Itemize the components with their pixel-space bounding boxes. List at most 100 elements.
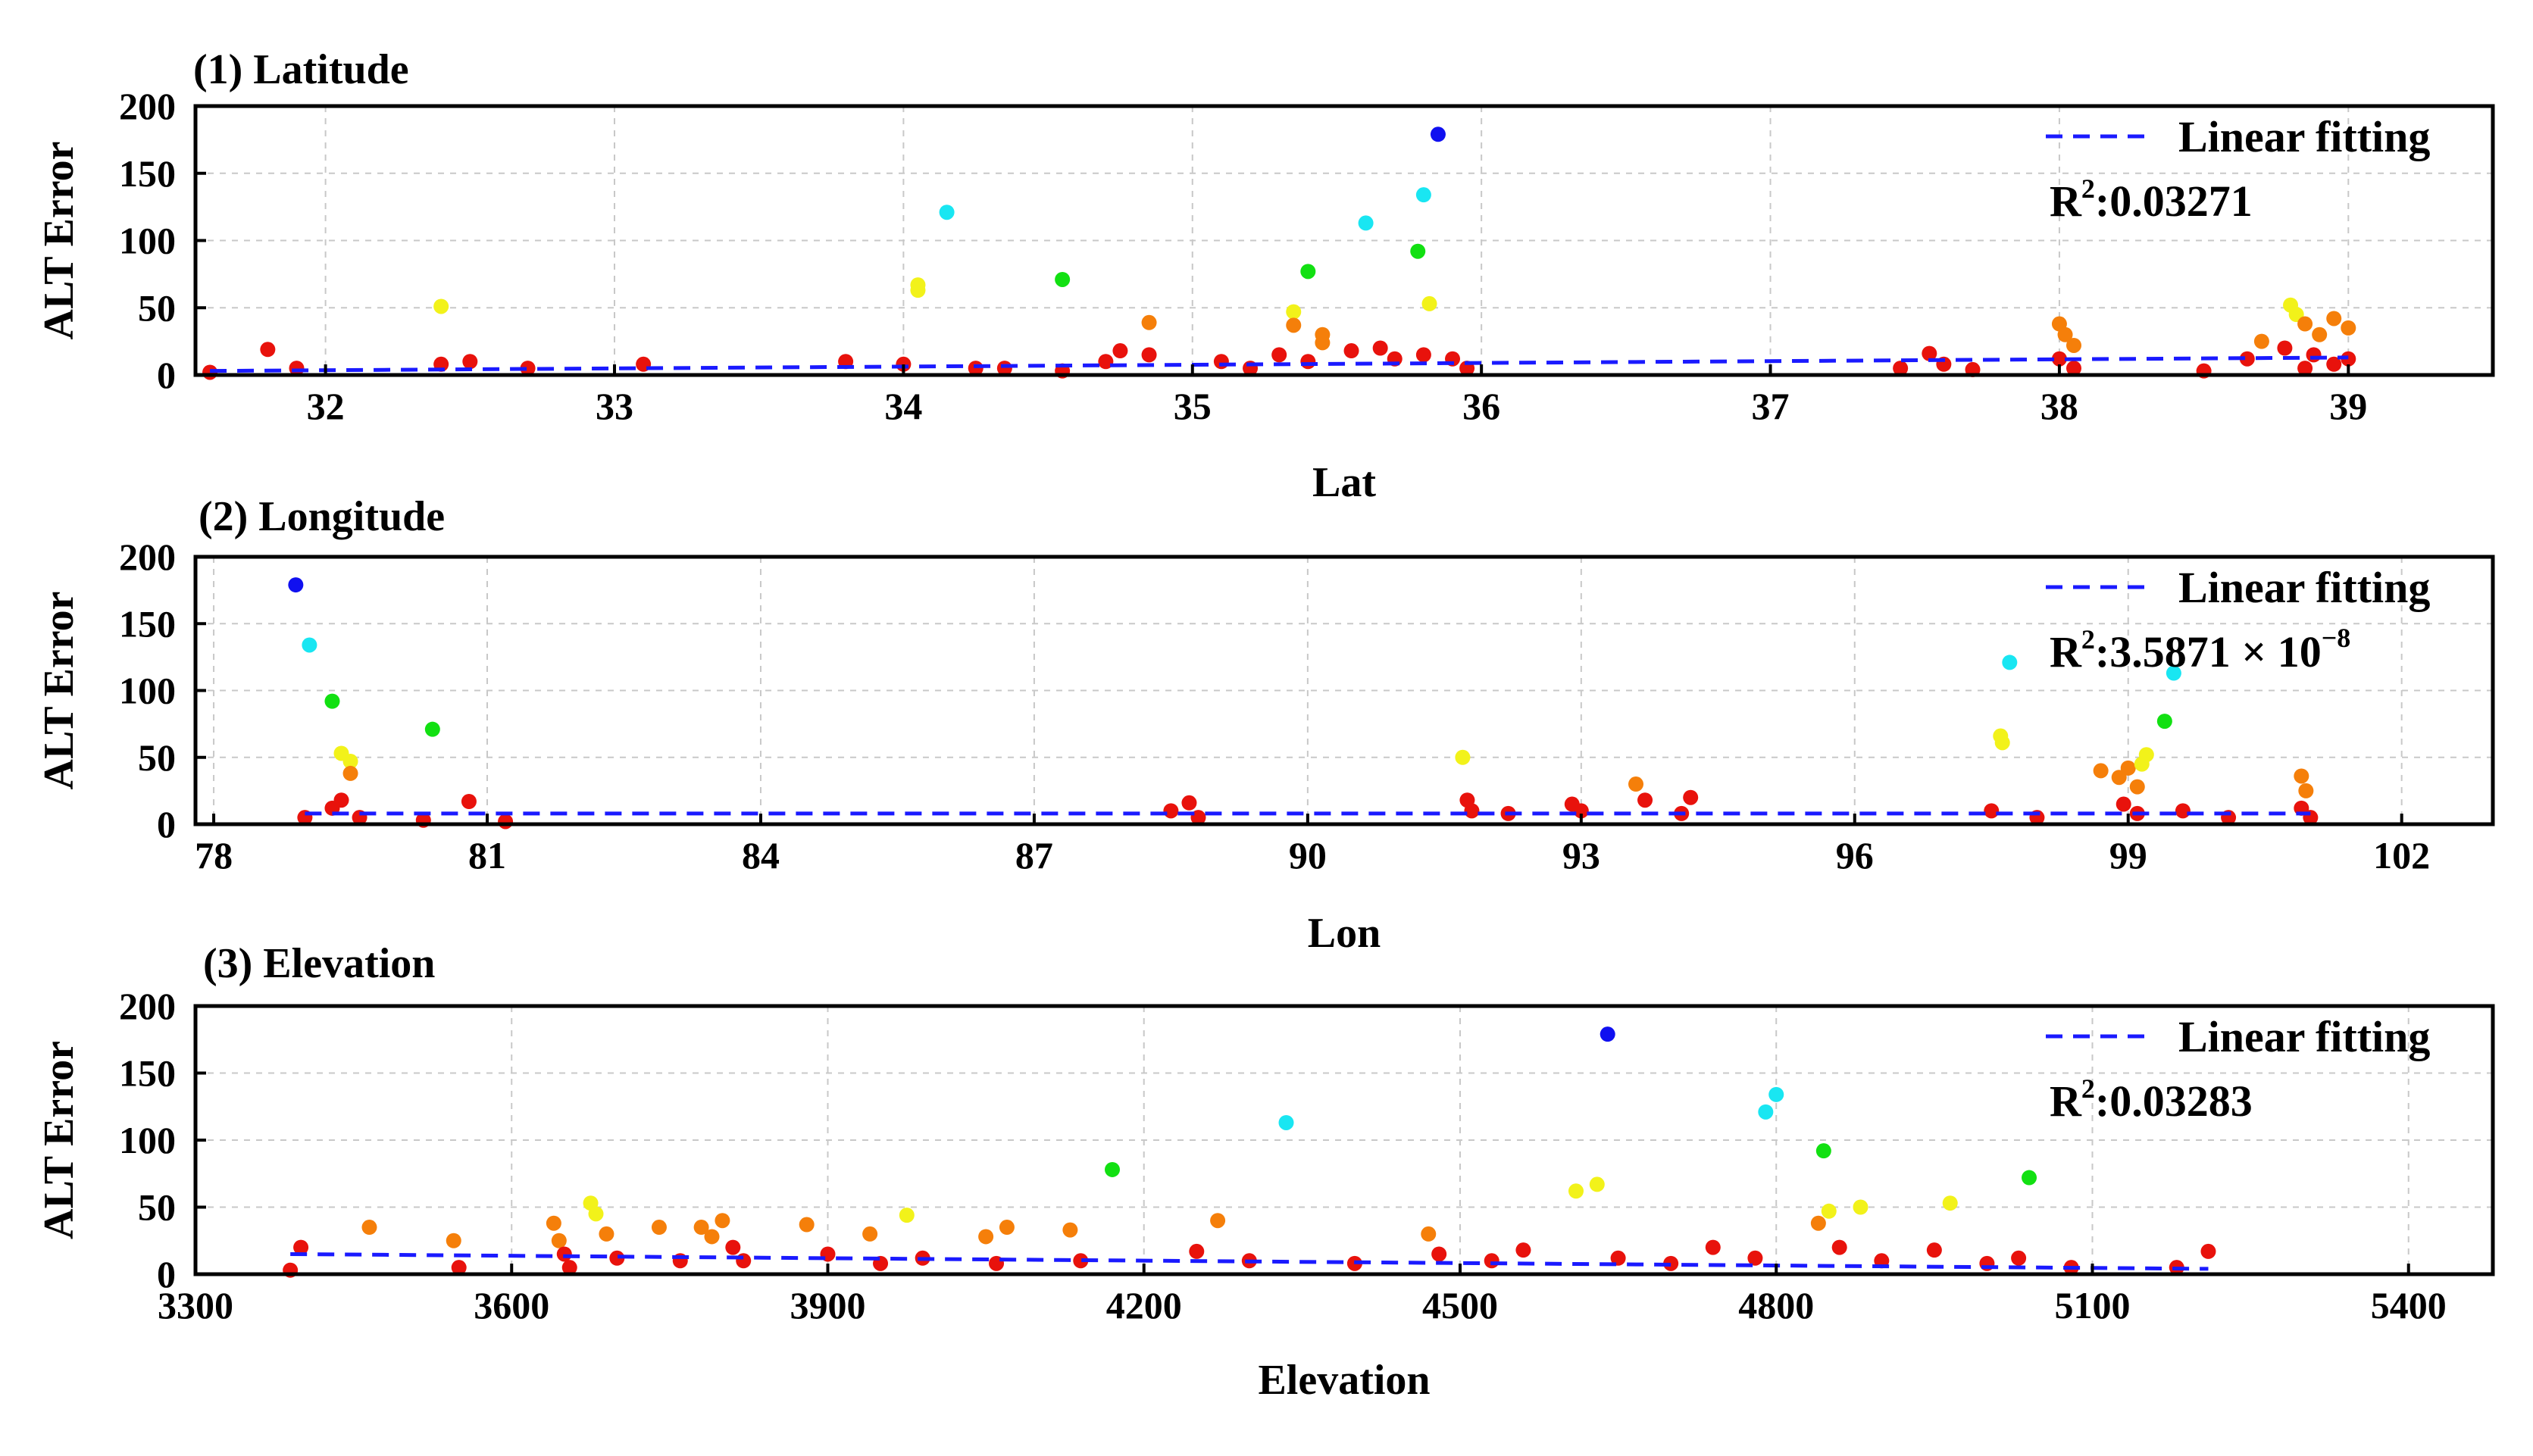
data-point (1315, 335, 1331, 351)
data-point (2306, 347, 2322, 363)
data-point (1098, 354, 1114, 370)
legend-label: Linear fitting (2178, 1012, 2430, 1061)
legend-label: Linear fitting (2178, 563, 2430, 612)
y-tick-label: 200 (119, 985, 176, 1027)
data-point (799, 1217, 815, 1233)
x-tick-label: 35 (1174, 385, 1212, 427)
x-tick-label: 38 (2040, 385, 2078, 427)
data-point (2111, 770, 2127, 786)
y-tick-label: 200 (119, 85, 176, 127)
data-point (2175, 803, 2191, 819)
data-point (1464, 803, 1480, 819)
data-point (939, 205, 955, 220)
x-tick-label: 4800 (1738, 1284, 1814, 1326)
r-squared-base: R (2050, 177, 2082, 226)
data-point (1573, 803, 1589, 819)
panel-elevation: (3) Elevation 3300 3600 3900 4200 4500 4800 510… (36, 940, 2495, 1404)
data-point (2002, 655, 2018, 670)
data-point (2065, 361, 2081, 376)
data-point (1181, 795, 1197, 811)
y-tick-label: 100 (119, 1119, 176, 1161)
x-tick-label: 81 (468, 834, 506, 876)
y-axis-label: ALT Error (36, 142, 83, 340)
data-point (2093, 763, 2109, 779)
data-point (1112, 343, 1128, 359)
y-tick-label: 0 (157, 1253, 176, 1295)
data-point (520, 361, 536, 376)
x-tick-label: 36 (1462, 385, 1500, 427)
data-point (293, 1239, 309, 1255)
data-point (433, 298, 449, 314)
data-point (1278, 1114, 1294, 1130)
r-squared-exponent: −8 (2322, 623, 2351, 653)
x-tick-label: 3300 (158, 1284, 233, 1326)
r-squared-value: :0.03283 (2095, 1076, 2253, 1126)
data-point (1055, 271, 1071, 287)
data-point (862, 1226, 878, 1242)
data-point (2298, 783, 2314, 798)
data-point (2326, 311, 2342, 327)
y-tick-label: 100 (119, 220, 176, 262)
data-point (1163, 803, 1179, 819)
data-point (2134, 756, 2150, 772)
data-point (2120, 760, 2136, 776)
data-point (1484, 1253, 1499, 1269)
x-tick-label: 5100 (2054, 1284, 2130, 1326)
x-tick-label: 34 (884, 385, 922, 427)
r-squared-superscript: 2 (2081, 1073, 2095, 1104)
linear-fit-line (210, 355, 2349, 373)
data-point (462, 354, 478, 370)
data-point (1922, 345, 1937, 361)
y-tick-label: 200 (119, 536, 176, 578)
data-point (899, 1208, 915, 1223)
data-point (2156, 714, 2172, 730)
data-point (1853, 1199, 1868, 1215)
x-tick-label: 3600 (474, 1284, 549, 1326)
y-axis-label: ALT Error (36, 1041, 83, 1239)
data-point (1663, 1255, 1679, 1271)
data-point (2051, 351, 2067, 367)
data-point (1286, 317, 1302, 333)
data-point (1810, 1215, 1826, 1231)
data-point (2116, 796, 2131, 812)
r-squared-superscript: 2 (2081, 173, 2095, 204)
data-point (2057, 327, 2073, 342)
data-point (2022, 1170, 2037, 1186)
r-squared-base: R (2050, 1076, 2082, 1126)
data-point (1683, 789, 1699, 805)
data-point (1210, 1213, 1226, 1229)
data-point (2253, 333, 2269, 349)
data-point (461, 793, 477, 809)
data-point (1189, 1243, 1205, 1259)
data-point (551, 1233, 567, 1248)
panel-title-longitude: (2) Longitude (199, 493, 445, 540)
data-point (1141, 347, 1157, 363)
x-tick-label: 96 (1836, 834, 1874, 876)
data-point (725, 1239, 741, 1255)
x-tick-label: 84 (742, 834, 780, 876)
x-tick-label: 37 (1752, 385, 1790, 427)
panel-latitude: (1) Latitude 32 33 34 35 36 37 38 39 0 50 100 150 200… (36, 46, 2495, 506)
r-squared-value: :3.5871 × 10 (2095, 627, 2322, 676)
data-point (2166, 665, 2181, 681)
data-point (1271, 347, 1287, 363)
data-point (1589, 1176, 1605, 1192)
data-point (1926, 1242, 1942, 1258)
data-point (1515, 1242, 1531, 1258)
data-point (1455, 749, 1471, 765)
data-point (910, 283, 926, 298)
data-point (1213, 354, 1229, 370)
data-point (2297, 316, 2313, 332)
panel-title-latitude: (1) Latitude (193, 46, 409, 93)
r-squared-annotation: R2:0.03271 (2050, 173, 2253, 226)
y-tick-label: 150 (119, 152, 176, 195)
x-tick-label: 87 (1015, 834, 1053, 876)
data-point (1705, 1239, 1721, 1255)
data-point (1994, 735, 2010, 751)
data-point (1430, 127, 1446, 142)
data-point (498, 814, 514, 830)
x-tick-label: 99 (2109, 834, 2147, 876)
data-point (1768, 1086, 1784, 1102)
x-tick-label: 3900 (790, 1284, 865, 1326)
